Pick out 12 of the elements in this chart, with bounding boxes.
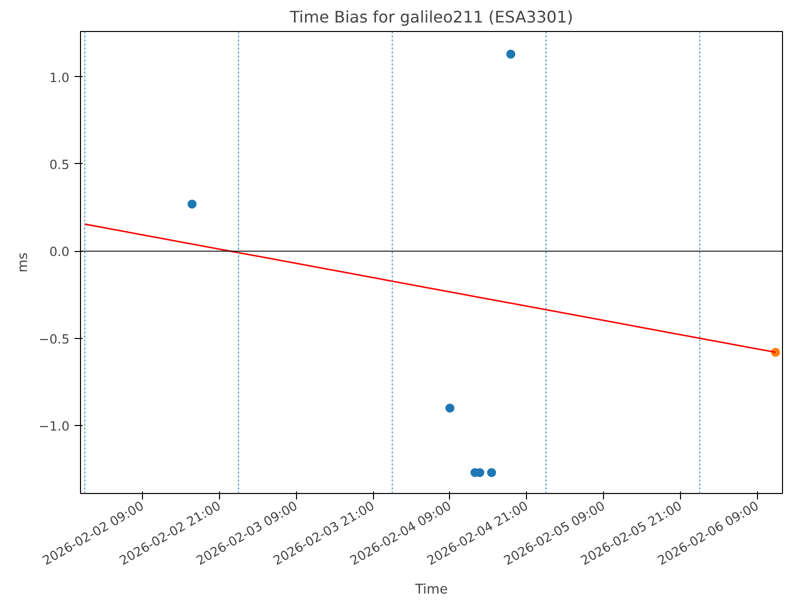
x-axis-title: Time bbox=[414, 582, 448, 598]
chart-title: Time Bias for galileo211 (ESA3301) bbox=[288, 8, 574, 26]
y-tick-label: −1.0 bbox=[38, 418, 70, 434]
y-tick-label: −0.5 bbox=[38, 331, 70, 346]
y-axis-title: ms bbox=[16, 252, 31, 272]
y-tick-label: 0.0 bbox=[49, 244, 70, 260]
y-tick-label: 0.5 bbox=[49, 157, 70, 172]
y-tick-label: 1.0 bbox=[49, 70, 70, 85]
point bbox=[487, 468, 496, 478]
point bbox=[445, 404, 454, 413]
point bbox=[188, 200, 197, 209]
point bbox=[506, 50, 516, 59]
